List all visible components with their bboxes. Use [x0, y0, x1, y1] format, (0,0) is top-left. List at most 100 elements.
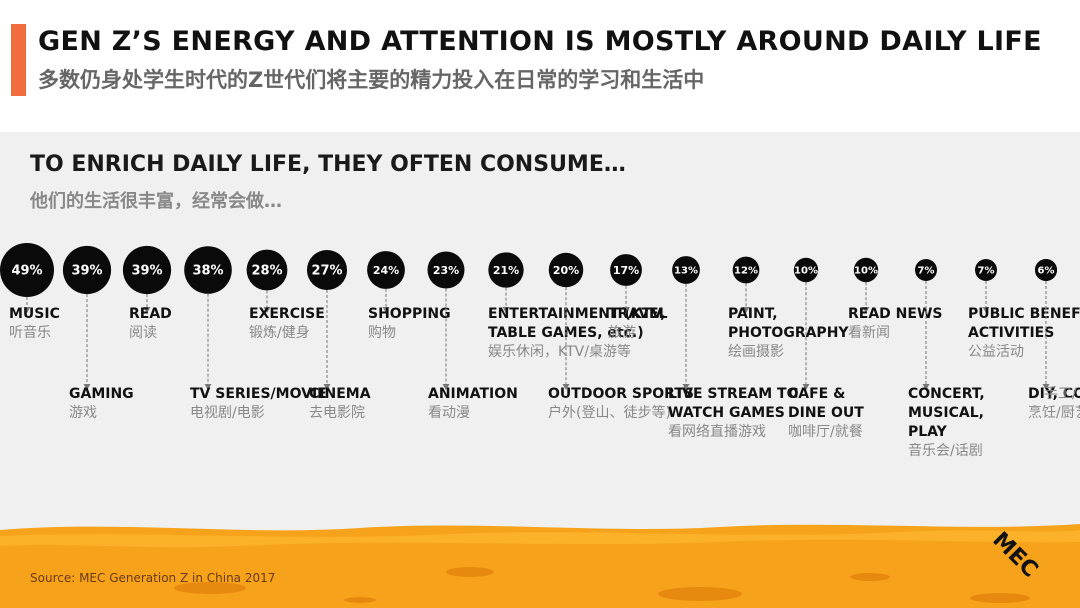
- bubble-value-label: 7%: [918, 266, 935, 277]
- bubble: [306, 249, 348, 291]
- bubble: [672, 256, 700, 284]
- bubble-item: 7% PUBLIC BENEFIT ACTIVITIES 公益活动: [968, 259, 1080, 360]
- category-label-chinese: 旅游: [608, 325, 636, 341]
- bubble-value-label: 39%: [131, 264, 162, 279]
- category-label: GAMING: [69, 386, 134, 402]
- category-label-chinese: 音乐会/话剧: [908, 442, 983, 459]
- bubble-value-label: 28%: [251, 264, 282, 279]
- category-label-chinese: 看新闻: [848, 325, 890, 341]
- category-label: DIY, COOK: [1028, 386, 1080, 402]
- leader-arrow: [143, 307, 151, 313]
- orange-ground-decoration: [0, 524, 1080, 608]
- category-label: READ: [129, 306, 172, 322]
- category-label-chinese: 看动漫: [428, 405, 470, 421]
- category-label: PUBLIC BENEFIT: [968, 306, 1080, 322]
- category-label: SHOPPING: [368, 306, 451, 322]
- bubble-item: 38% TV SERIES/MOVIE 电视剧/电影: [184, 246, 327, 421]
- bubble: [246, 249, 288, 291]
- category-label: READ NEWS: [848, 306, 942, 322]
- leader-arrow: [83, 384, 91, 390]
- category-label-chinese: 购物: [368, 325, 396, 341]
- bubble-value-label: 10%: [854, 266, 878, 277]
- bubble: [610, 254, 642, 286]
- category-label-chinese: 看网络直播游戏: [668, 423, 766, 440]
- chart-subtitle-chinese: 他们的生活很丰富，经常会做…: [30, 191, 282, 212]
- mec-logo-icon: MEC: [987, 527, 1042, 582]
- leader-arrow: [204, 384, 212, 390]
- category-label: ANIMATION: [428, 386, 518, 402]
- bubble: [62, 245, 112, 295]
- category-label-chinese: 听音乐: [9, 324, 51, 341]
- category-label: CAFE &: [788, 386, 845, 402]
- category-label: CONCERT,: [908, 386, 985, 402]
- category-label: TRAVEL: [608, 306, 668, 322]
- category-label: ACTIVITIES: [968, 325, 1054, 341]
- leader-arrow: [1042, 384, 1050, 390]
- category-label-chinese: 烹饪/厨艺等: [1028, 404, 1080, 421]
- bubble: [732, 256, 760, 284]
- bubble: [488, 252, 524, 288]
- bubble-item: 28% EXERCISE 锻炼/健身: [246, 249, 325, 341]
- leader-arrow: [742, 307, 750, 313]
- leader-arrow: [562, 384, 570, 390]
- leader-arrow: [442, 384, 450, 390]
- category-label-chinese: 绘画摄影: [728, 344, 784, 360]
- leader-arrow: [382, 307, 390, 313]
- bubble-value-label: 24%: [373, 264, 399, 277]
- bubble-value-label: 13%: [674, 266, 698, 277]
- bubble-item: 10% CAFE & DINE OUT 咖啡厅/就餐: [788, 257, 864, 440]
- bubble-item: 12% PAINT, PHOTOGRAPHY 绘画摄影: [728, 256, 849, 360]
- category-label-chinese: 娱乐休闲，KTV/桌游等: [488, 343, 631, 360]
- bubble-value-label: 7%: [978, 266, 995, 277]
- source-note: Source: MEC Generation Z in China 2017: [30, 571, 276, 585]
- bubble-value-label: 17%: [613, 264, 639, 277]
- leader-arrow: [862, 307, 870, 313]
- bubble: [427, 251, 465, 289]
- bubble: [1035, 259, 1057, 281]
- category-label: CINEMA: [309, 386, 371, 402]
- bubble-item: 10% READ NEWS 看新闻: [848, 257, 942, 341]
- category-label-chinese: 户外(登山、徒步等): [548, 404, 671, 421]
- bubble-value-label: 39%: [71, 264, 102, 279]
- category-label-chinese: 咖啡厅/就餐: [788, 424, 863, 440]
- category-label: OUTDOOR SPORTS: [548, 386, 694, 402]
- bubble-item: 49% MUSIC 听音乐: [0, 243, 60, 341]
- leader-arrow: [802, 384, 810, 390]
- leader-arrow: [502, 307, 510, 313]
- category-label: TV SERIES/MOVIE: [190, 386, 327, 402]
- category-label-chinese: 游戏: [69, 405, 97, 421]
- bubble-chart: 49% MUSIC 听音乐 39% GAMING 游戏 39% READ 阅读 38% TV SER…: [0, 243, 1080, 459]
- category-label: EXERCISE: [249, 306, 325, 322]
- bubble: [853, 257, 879, 283]
- category-label-chinese: 手工/: [1044, 386, 1077, 402]
- bubble-value-label: 20%: [553, 264, 579, 277]
- bubble: [793, 257, 819, 283]
- category-label: LIVE STREAM TO: [668, 386, 799, 402]
- category-label: PHOTOGRAPHY: [728, 325, 849, 341]
- bubble-item: 6%: [1035, 259, 1057, 281]
- leader-arrow: [23, 307, 31, 313]
- category-label: MUSIC: [9, 306, 60, 322]
- category-label-chinese: 公益活动: [968, 344, 1024, 360]
- bubble-value-label: 21%: [493, 264, 519, 277]
- category-label-chinese: 去电影院: [309, 405, 365, 421]
- page-title-chinese: 多数仍身处学生时代的Z世代们将主要的精力投入在日常的学习和生活中: [38, 68, 705, 92]
- bubble: [367, 251, 405, 289]
- bubble-item: 17% TRAVEL 旅游: [608, 254, 668, 341]
- leader-arrow: [263, 307, 271, 313]
- category-label: WATCH GAMES: [668, 405, 785, 421]
- bubble-item: 24% SHOPPING 购物: [367, 251, 451, 341]
- bubble: [184, 246, 232, 294]
- bubble-value-label: 23%: [433, 264, 459, 277]
- bubble-value-label: 38%: [192, 264, 223, 279]
- category-label-chinese: 电视剧/电影: [190, 405, 265, 421]
- leader-arrow: [622, 307, 630, 313]
- bubble-item: 39% GAMING 游戏: [62, 245, 134, 421]
- leader-arrow: [922, 384, 930, 390]
- bubble-item: 13% LIVE STREAM TO WATCH GAMES 看网络直播游戏: [668, 256, 799, 440]
- bubble: [122, 245, 172, 295]
- bubble-item: 27% CINEMA 去电影院: [306, 249, 371, 421]
- chart-panel: TO ENRICH DAILY LIFE, THEY OFTEN CONSUME…: [0, 132, 1080, 608]
- category-label: MUSICAL,: [908, 405, 984, 421]
- chart-title: TO ENRICH DAILY LIFE, THEY OFTEN CONSUME…: [30, 152, 626, 177]
